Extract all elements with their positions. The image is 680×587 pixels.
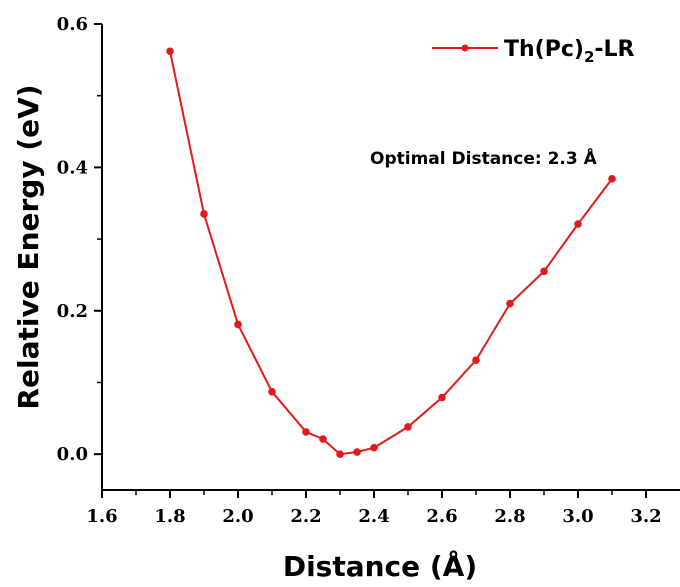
data-point [472,356,480,365]
y-tick-label: 0.2 [57,301,88,322]
data-point [370,443,378,452]
data-point [574,220,582,228]
legend-label-main: Th(Pc) [504,37,584,62]
y-axis-title: Relative Energy (eV) [12,84,45,409]
legend: Th(Pc)2-LR [432,37,635,66]
data-point [608,175,616,183]
x-tick-label: 2.0 [222,506,253,527]
x-tick-label: 2.2 [290,506,321,527]
data-point [319,435,327,443]
x-axis-title: Distance (Å) [283,549,477,583]
legend-label-suffix: -LR [594,37,634,62]
x-tick-label: 2.8 [494,506,525,527]
legend-label-sub: 2 [584,48,594,66]
legend-label: Th(Pc)2-LR [504,37,635,66]
x-tick-label: 1.6 [86,506,117,527]
data-point [200,210,208,218]
x-tick-label: 3.2 [630,506,661,527]
x-ticks: 1.6 1.8 2.0 2.2 2.4 2.6 2.8 3.0 3.2 [86,490,662,527]
x-tick-label: 2.4 [358,506,389,527]
data-point [438,393,446,402]
legend-marker [461,44,469,52]
data-point [353,448,361,456]
y-tick-label: 0.6 [57,14,88,35]
x-tick-label: 3.0 [562,506,593,527]
optimal-distance-annotation: Optimal Distance: 2.3 Å [370,146,598,169]
data-point [506,299,514,308]
y-ticks: 0.0 0.2 0.4 0.6 [57,14,102,465]
y-tick-label: 0.0 [57,444,88,465]
data-point [336,450,344,458]
series-line [169,50,613,456]
data-point [302,428,310,436]
plot-frame [101,24,680,491]
data-point [234,320,242,329]
data-point [404,423,412,431]
data-point [268,387,276,396]
data-point [166,47,174,56]
series-layer [166,47,616,458]
x-tick-label: 2.6 [426,506,457,527]
y-tick-label: 0.4 [57,157,88,178]
data-point [540,267,548,276]
x-tick-label: 1.8 [154,506,185,527]
